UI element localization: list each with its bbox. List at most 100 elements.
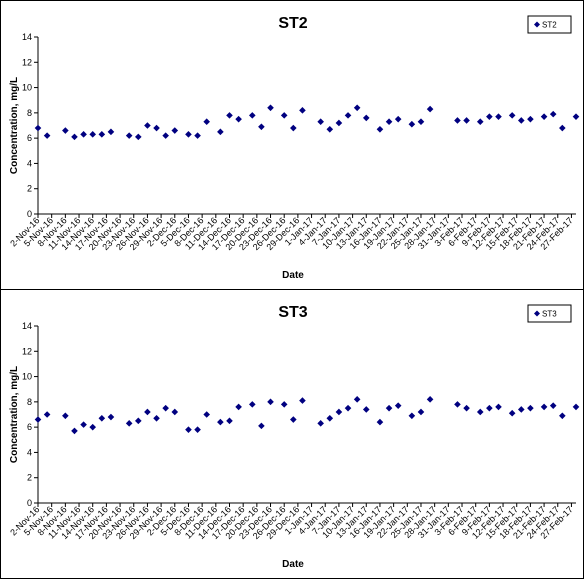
data-point xyxy=(258,123,265,131)
data-point xyxy=(540,403,548,411)
data-point xyxy=(463,117,470,124)
chart-title: ST3 xyxy=(278,304,307,321)
data-point xyxy=(394,402,402,409)
data-point xyxy=(43,132,51,139)
data-point xyxy=(185,131,192,138)
data-point xyxy=(317,420,324,427)
y-tick-label: 2 xyxy=(27,473,32,483)
y-tick-label: 2 xyxy=(27,184,32,194)
data-point xyxy=(248,401,256,408)
data-point xyxy=(162,132,169,139)
data-point xyxy=(326,125,334,133)
data-point xyxy=(527,404,534,412)
y-tick-label: 4 xyxy=(27,447,32,457)
data-point xyxy=(185,426,192,433)
data-point xyxy=(495,403,502,411)
data-point xyxy=(89,423,97,431)
data-point xyxy=(80,421,87,428)
data-point xyxy=(549,110,557,118)
data-point xyxy=(135,133,142,141)
data-point xyxy=(34,416,42,423)
y-tick-label: 0 xyxy=(27,498,32,508)
y-tick-label: 6 xyxy=(27,422,32,432)
data-point xyxy=(144,122,151,129)
data-point xyxy=(394,115,402,123)
data-point xyxy=(194,132,201,139)
data-point xyxy=(417,118,425,126)
y-tick-label: 0 xyxy=(27,209,32,219)
data-point xyxy=(290,124,297,132)
data-point xyxy=(62,412,69,420)
data-point xyxy=(80,131,87,138)
data-point xyxy=(34,124,42,132)
data-point xyxy=(299,107,306,114)
data-point xyxy=(572,403,580,411)
data-point xyxy=(527,115,534,123)
legend-label: ST2 xyxy=(542,21,557,30)
legend-marker xyxy=(534,310,540,317)
y-tick-label: 10 xyxy=(22,372,32,382)
y-tick-label: 8 xyxy=(27,108,32,118)
data-point xyxy=(235,403,242,411)
data-point xyxy=(107,128,115,136)
data-point xyxy=(248,112,256,119)
data-point xyxy=(162,404,169,412)
data-point xyxy=(71,427,78,435)
data-point xyxy=(540,113,548,120)
data-point xyxy=(153,124,160,132)
data-point xyxy=(559,124,566,132)
y-tick-label: 12 xyxy=(22,346,32,356)
data-point xyxy=(89,131,97,138)
data-point xyxy=(344,112,352,119)
data-point xyxy=(43,411,51,418)
data-point xyxy=(144,408,151,416)
y-axis-label: Concentration, mg/L xyxy=(9,366,20,463)
data-point xyxy=(235,115,242,123)
chart-panel-st2: ST2 0 2 4 6 8 10 12 14 2-Nov-16 5-Nov-16 8-Nov-16 11… xyxy=(0,0,584,290)
data-point xyxy=(125,420,133,427)
y-tick-label: 4 xyxy=(27,158,32,168)
data-point xyxy=(572,113,580,120)
chart-st3: ST3024681012142-Nov-165-Nov-168-Nov-1611… xyxy=(8,304,580,570)
data-point xyxy=(335,408,343,416)
data-point xyxy=(171,127,179,134)
data-point xyxy=(376,418,384,426)
data-point xyxy=(508,409,516,417)
data-point xyxy=(454,401,461,408)
y-tick-label: 10 xyxy=(22,83,32,93)
data-point xyxy=(344,404,352,412)
data-point xyxy=(353,396,361,403)
data-point xyxy=(476,118,484,126)
data-point xyxy=(203,411,210,418)
data-point xyxy=(62,127,69,134)
data-point xyxy=(408,120,416,128)
legend-box xyxy=(527,15,572,34)
data-point xyxy=(517,117,525,124)
data-point xyxy=(107,413,115,421)
y-tick-label: 14 xyxy=(22,32,32,42)
x-axis-label: Date xyxy=(282,270,304,281)
data-point xyxy=(385,118,393,126)
y-tick-label: 8 xyxy=(27,397,32,407)
data-point xyxy=(135,417,142,425)
data-point xyxy=(98,131,106,138)
data-point xyxy=(171,408,179,416)
legend-box xyxy=(527,304,572,323)
data-point xyxy=(290,416,297,423)
data-point xyxy=(408,412,416,420)
legend-label: ST3 xyxy=(542,310,557,319)
data-point xyxy=(194,426,201,433)
data-point xyxy=(217,128,224,136)
data-point xyxy=(362,114,370,122)
y-axis-label: Concentration, mg/L xyxy=(9,77,20,174)
data-point xyxy=(508,112,516,119)
data-point xyxy=(258,422,265,430)
chart-panel-st3: ST3 0 2 4 6 8 10 12 14 2-Nov-16 5-Nov-16 8-Nov-16 11… xyxy=(0,289,584,579)
data-point xyxy=(353,104,361,112)
data-point xyxy=(317,118,324,126)
data-point xyxy=(385,404,393,412)
data-point xyxy=(267,398,274,406)
legend: ST2 xyxy=(527,15,572,34)
y-tick-label: 12 xyxy=(22,57,32,67)
data-point xyxy=(326,414,334,422)
